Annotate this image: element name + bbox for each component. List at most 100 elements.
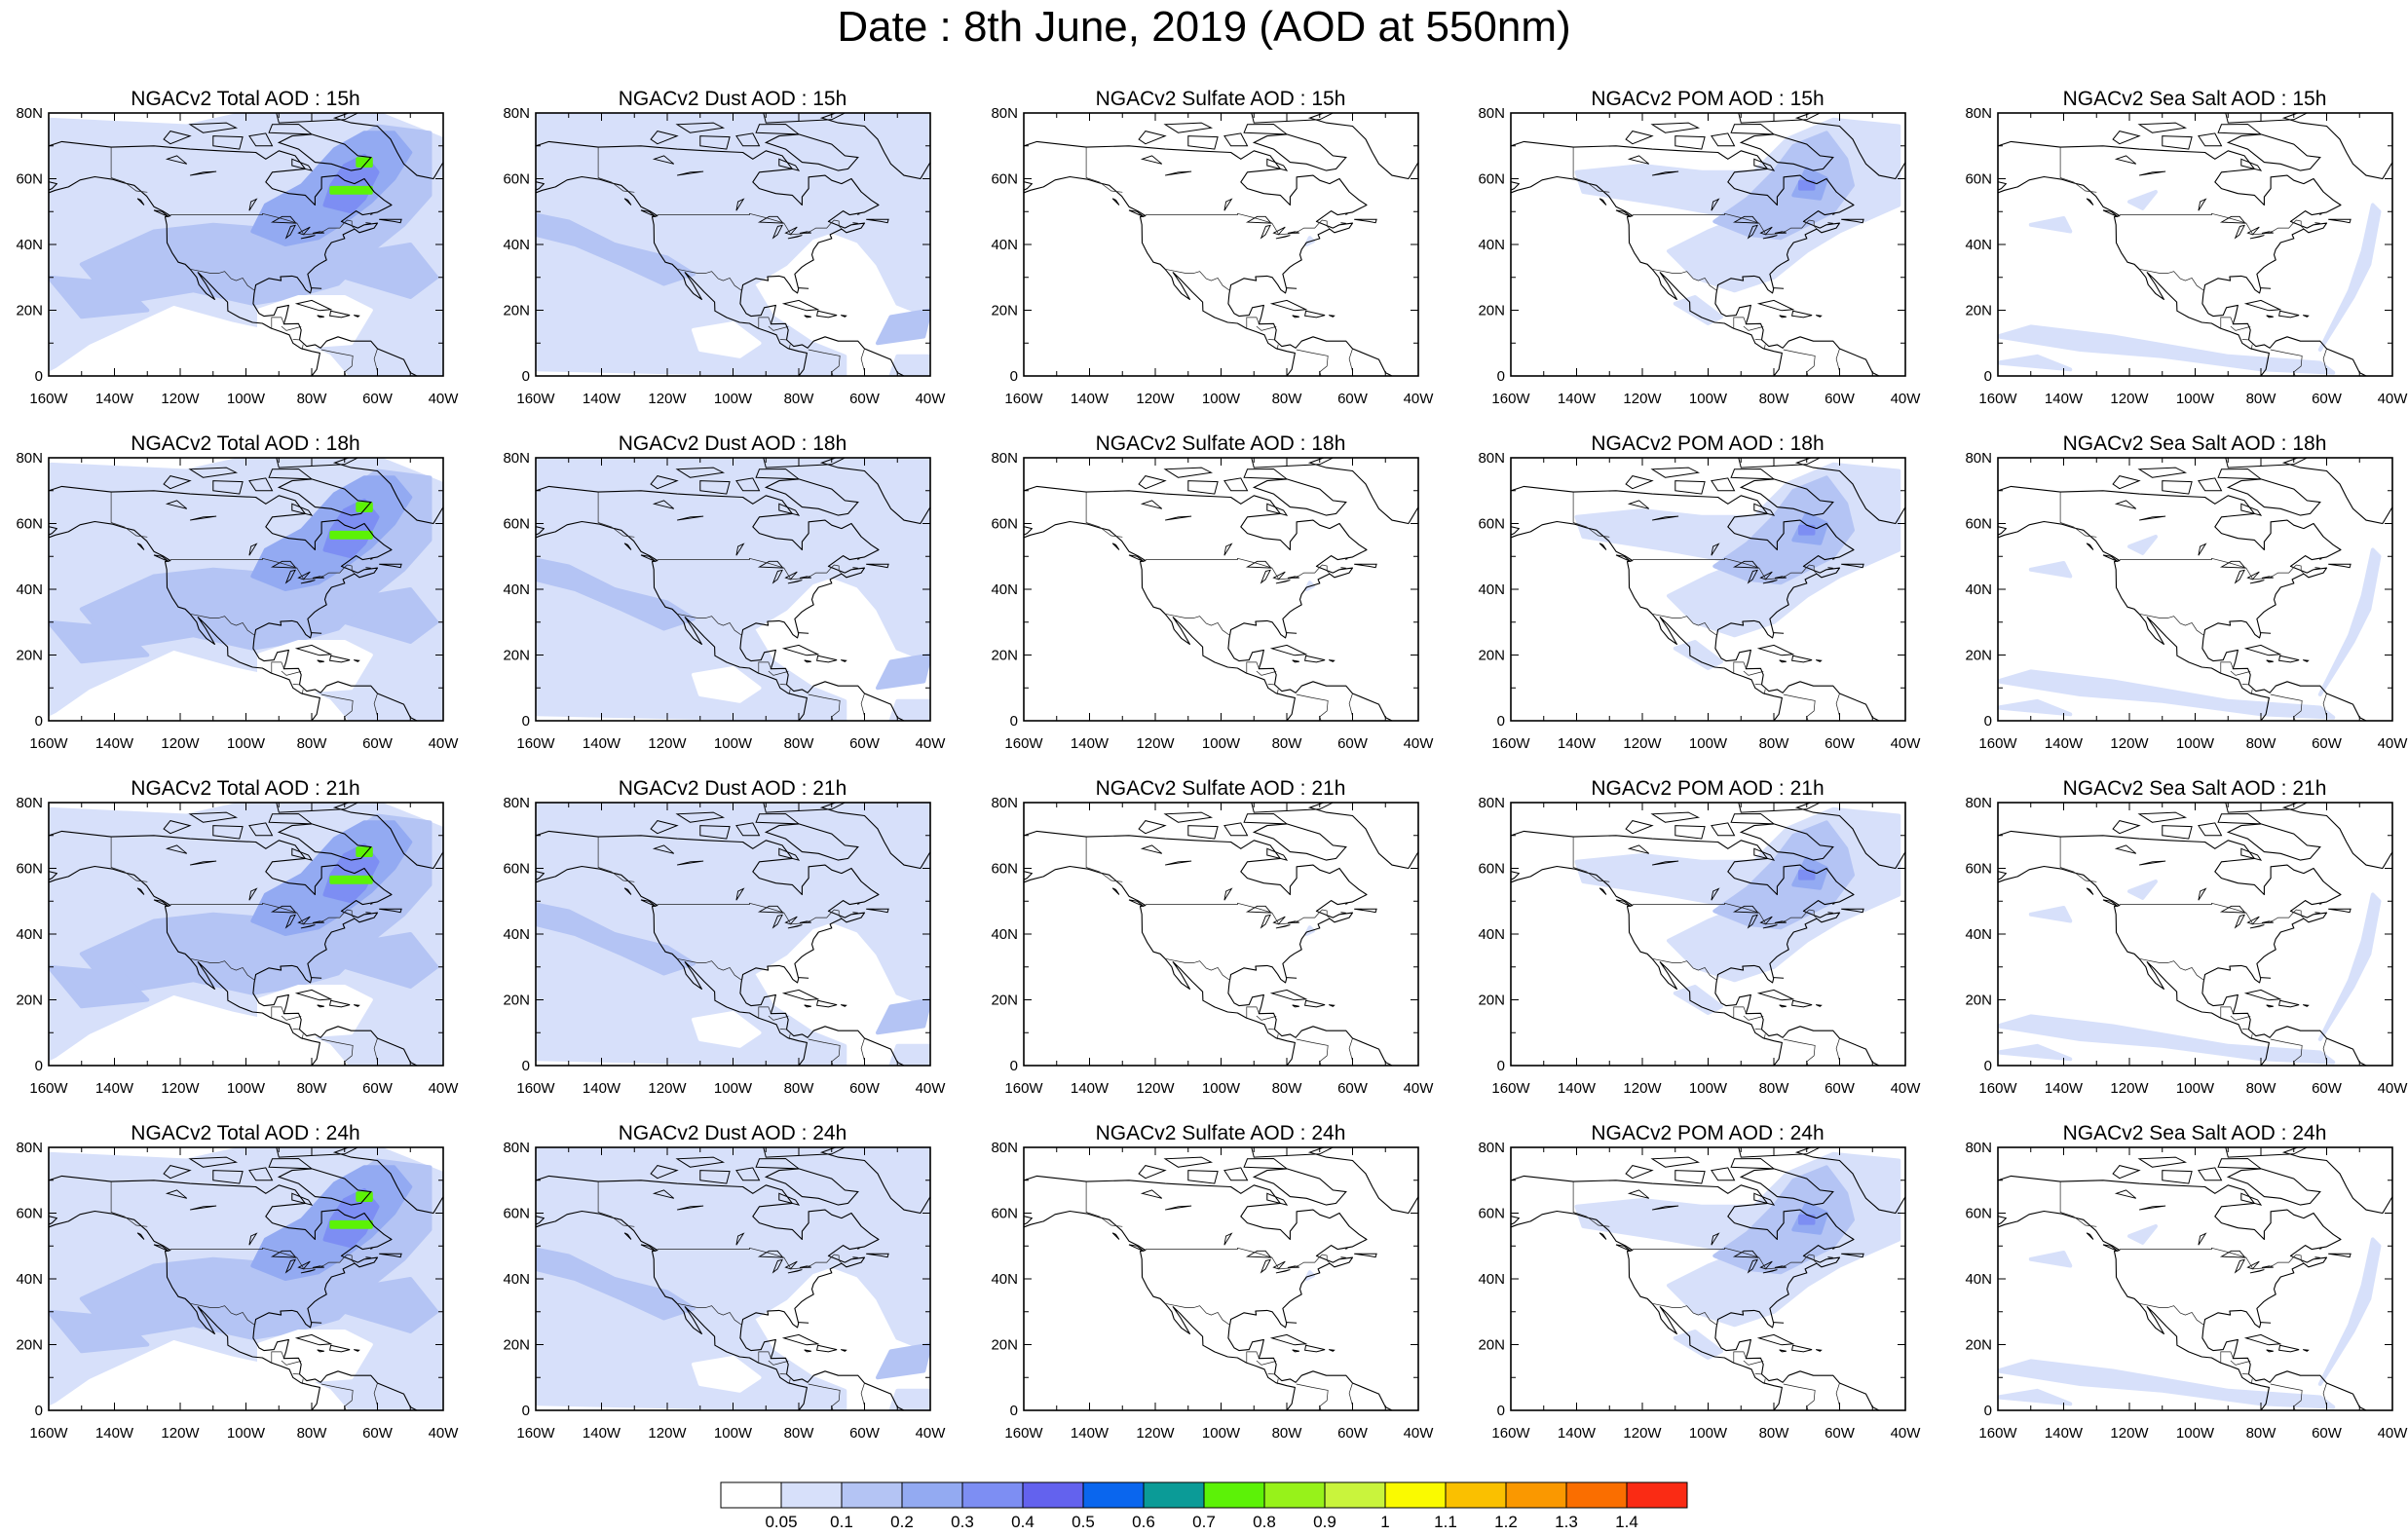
colorbar-swatch (1506, 1482, 1566, 1508)
colorbar-label: 1.3 (1555, 1513, 1578, 1531)
lon-tick-label: 80W (297, 1425, 328, 1442)
panel-title: NGACv2 Total AOD : 18h (2, 432, 489, 456)
lon-tick-label: 40W (429, 1425, 460, 1442)
lon-tick-label: 140W (1071, 1080, 1110, 1097)
coastline-island (365, 223, 370, 224)
coastline-island (2261, 978, 2271, 979)
lat-tick-label: 40N (991, 237, 1018, 253)
colorbar-swatch (1023, 1482, 1083, 1508)
lat-tick-label: 80N (1478, 450, 1505, 467)
lat-tick-label: 0 (1497, 713, 1505, 730)
lat-tick-label: 60N (991, 171, 1018, 188)
colorbar-swatch (1204, 1482, 1264, 1508)
coastline-island (1340, 568, 1345, 569)
coastline-island (1827, 568, 1832, 569)
coastline-island (1827, 1257, 1832, 1258)
lon-tick-label: 100W (1202, 391, 1241, 407)
panel-title: NGACv2 Dust AOD : 24h (489, 1122, 976, 1145)
coastline-island (1340, 913, 1345, 914)
lat-tick-label: 40N (16, 1271, 43, 1288)
lon-tick-label: 160W (516, 391, 555, 407)
coastline-island (1287, 633, 1297, 634)
lat-tick-label: 40N (16, 581, 43, 598)
lon-tick-label: 100W (714, 1080, 753, 1097)
colorbar-label: 1.4 (1615, 1513, 1638, 1531)
coastline-island (365, 1257, 370, 1258)
lon-tick-label: 100W (1202, 1425, 1241, 1442)
lat-tick-label: 80N (16, 1140, 43, 1156)
lat-tick-label: 0 (35, 1058, 43, 1074)
lon-tick-label: 60W (362, 391, 394, 407)
lat-tick-label: 0 (1984, 1403, 1992, 1419)
coastline-island (799, 288, 809, 289)
lon-tick-label: 40W (2378, 735, 2408, 752)
coastline-island (1287, 1323, 1297, 1324)
lat-tick-label: 80N (1965, 105, 1992, 122)
lon-tick-label: 60W (849, 1080, 881, 1097)
lat-tick-label: 40N (1965, 926, 1992, 943)
lat-tick-label: 80N (1965, 795, 1992, 811)
lat-tick-label: 80N (503, 1140, 530, 1156)
panel-title: NGACv2 Sea Salt AOD : 24h (1951, 1122, 2408, 1145)
lon-tick-label: 160W (1491, 391, 1530, 407)
lon-tick-label: 160W (1978, 1080, 2017, 1097)
colorbar-label: 1.2 (1494, 1513, 1518, 1531)
lat-tick-label: 40N (503, 581, 530, 598)
lon-tick-label: 120W (2110, 1080, 2149, 1097)
aod-shading (1800, 872, 1814, 879)
colorbar-swatch (962, 1482, 1023, 1508)
lat-tick-label: 60N (1478, 1206, 1505, 1222)
lon-tick-label: 120W (1136, 1080, 1175, 1097)
coastline-island (1345, 214, 1347, 215)
lon-tick-label: 140W (1071, 391, 1110, 407)
coastline-island (2261, 288, 2271, 289)
lon-tick-label: 120W (161, 735, 200, 752)
lat-tick-label: 20N (1965, 1337, 1992, 1354)
lon-tick-label: 100W (1689, 1425, 1728, 1442)
lon-tick-label: 100W (1689, 391, 1728, 407)
lon-tick-label: 100W (714, 1425, 753, 1442)
lat-tick-label: 20N (503, 303, 530, 319)
lon-tick-label: 160W (1978, 1425, 2017, 1442)
colorbar-label: 0.3 (951, 1513, 974, 1531)
lat-tick-label: 40N (991, 1271, 1018, 1288)
colorbar-swatch (842, 1482, 902, 1508)
lon-tick-label: 40W (916, 735, 947, 752)
lon-tick-label: 40W (429, 391, 460, 407)
lat-tick-label: 0 (1010, 1058, 1018, 1074)
lat-tick-label: 60N (16, 1206, 43, 1222)
colorbar-swatch (1325, 1482, 1385, 1508)
lat-tick-label: 20N (503, 993, 530, 1009)
coastline-island (852, 913, 857, 914)
lon-tick-label: 40W (1404, 735, 1435, 752)
lon-tick-label: 40W (1404, 1425, 1435, 1442)
lat-tick-label: 40N (1478, 237, 1505, 253)
lat-tick-label: 40N (1965, 1271, 1992, 1288)
coastline-island (1827, 913, 1832, 914)
lon-tick-label: 160W (1491, 1080, 1530, 1097)
lat-tick-label: 80N (1478, 795, 1505, 811)
lon-tick-label: 100W (1202, 735, 1241, 752)
panel-title: NGACv2 Sulfate AOD : 18h (977, 432, 1464, 456)
panel-title: NGACv2 POM AOD : 15h (1464, 88, 1951, 111)
lon-tick-label: 80W (1272, 1425, 1303, 1442)
colorbar-label: 0.5 (1072, 1513, 1095, 1531)
lon-tick-label: 120W (161, 1425, 200, 1442)
lon-tick-label: 40W (1891, 1425, 1922, 1442)
lat-tick-label: 0 (1010, 368, 1018, 385)
lon-tick-label: 40W (2378, 391, 2408, 407)
lon-tick-label: 160W (29, 1080, 68, 1097)
panel-title: NGACv2 Dust AOD : 21h (489, 777, 976, 801)
coastline-island (857, 559, 859, 560)
lat-tick-label: 20N (1478, 648, 1505, 664)
lon-tick-label: 80W (1759, 1080, 1790, 1097)
coastline-island (799, 633, 809, 634)
panel-title: NGACv2 Sea Salt AOD : 18h (1951, 432, 2408, 456)
